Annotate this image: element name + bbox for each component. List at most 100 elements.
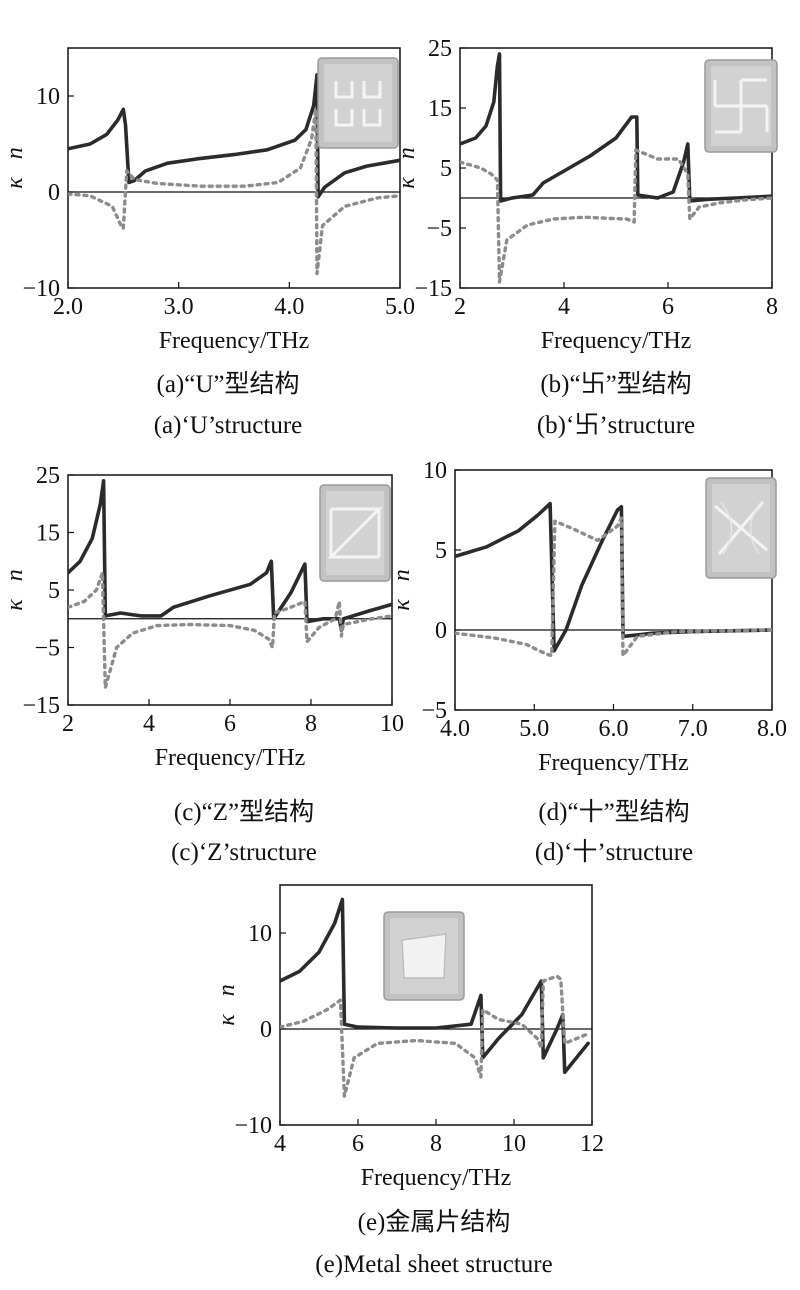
y-axis-label-kappa: κ (2, 599, 28, 611)
x-tick-label: 8 (766, 294, 778, 320)
y-tick-label: −15 (414, 276, 452, 302)
y-axis-label: κn (389, 569, 415, 611)
caption-en: (e)Metal sheet structure (315, 1251, 552, 1278)
y-tick-label: −5 (34, 636, 60, 662)
x-tick-label: 6 (224, 711, 236, 737)
caption-cn: (c)“Z”型结构 (174, 798, 314, 826)
series-kappa-line (455, 516, 772, 658)
y-axis-label-kappa: κ (214, 1014, 240, 1026)
inset-metal-sheet (401, 933, 447, 979)
x-axis-label: Frequency/THz (538, 750, 689, 776)
y-tick-label: −10 (234, 1113, 272, 1139)
y-axis-label-kappa: κ (2, 177, 28, 189)
inset-cross-arc (720, 501, 762, 555)
y-tick-label: 25 (36, 463, 60, 489)
series-n-line (460, 52, 772, 203)
panel-c: 2 4 6 8 10−15−551525κnFrequency/THz(c)“Z”型结构… (2, 463, 404, 866)
x-tick-label: 6.0 (599, 716, 629, 742)
cross-structure-icon (705, 477, 777, 579)
x-tick-label: 2.0 (53, 294, 83, 320)
y-axis-label: κn (394, 147, 420, 189)
caption-cn: (e)金属片结构 (358, 1208, 511, 1236)
caption-en: (b)‘卐’structure (537, 412, 695, 439)
y-tick-label: 5 (48, 578, 60, 604)
y-axis-label-n: n (2, 147, 28, 159)
caption-en: (c)‘Z’structure (171, 839, 317, 866)
y-tick-label: 15 (36, 521, 60, 547)
swastika-structure-icon (704, 59, 778, 153)
y-axis-label-n: n (214, 984, 240, 996)
inset-swastika-pattern (713, 78, 769, 134)
inset-u-pattern (334, 81, 354, 99)
y-axis-label-n: n (389, 569, 415, 581)
y-axis-label-kappa: κ (389, 599, 415, 611)
panel-b: 2 4 6 8−15−551525κnFrequency/THz(b)“卐”型结构(b… (394, 36, 778, 439)
y-axis-label-n: n (2, 569, 28, 581)
series-kappa-line (68, 571, 392, 690)
inset-u-pattern (362, 109, 382, 127)
x-tick-label: 5.0 (519, 716, 549, 742)
x-tick-label: 7.0 (678, 716, 708, 742)
x-tick-label: 4.0 (440, 716, 470, 742)
series-kappa-line (68, 107, 400, 276)
y-axis-label: κn (2, 569, 28, 611)
y-tick-label: 25 (428, 36, 452, 62)
x-tick-label: 4 (274, 1131, 286, 1157)
u-structure-icon (317, 57, 399, 149)
y-axis-label: κn (2, 147, 28, 189)
y-tick-label: 0 (48, 180, 60, 206)
y-tick-label: 15 (428, 96, 452, 122)
x-tick-label: 2 (454, 294, 466, 320)
x-tick-label: 3.0 (164, 294, 194, 320)
x-tick-label: 10 (502, 1131, 526, 1157)
y-axis-label: κn (214, 984, 240, 1026)
x-tick-label: 4.0 (274, 294, 304, 320)
x-axis-label: Frequency/THz (159, 328, 310, 354)
y-tick-label: 10 (248, 921, 272, 947)
x-tick-label: 8 (430, 1131, 442, 1157)
caption-en: (a)‘U’structure (154, 412, 303, 439)
inset-u-pattern (362, 81, 382, 99)
caption-en: (d)‘十’structure (535, 838, 693, 866)
y-tick-label: −5 (426, 216, 452, 242)
x-axis-label: Frequency/THz (361, 1165, 512, 1191)
x-axis-label: Frequency/THz (541, 328, 692, 354)
y-tick-label: 0 (260, 1017, 272, 1043)
y-tick-label: 5 (440, 156, 452, 182)
y-axis-label-n: n (394, 147, 420, 159)
y-tick-label: 5 (435, 538, 447, 564)
y-tick-label: 0 (435, 618, 447, 644)
x-tick-label: 8 (305, 711, 317, 737)
panel-a: 2.0 3.0 4.0 5.0−10010κnFrequency/THz(a)“U”型… (2, 47, 415, 439)
series-n-line (280, 897, 590, 1074)
inset-u-pattern (334, 109, 354, 127)
x-tick-label: 6 (352, 1131, 364, 1157)
x-tick-label: 2 (62, 711, 74, 737)
y-tick-label: −10 (22, 276, 60, 302)
metal-sheet-icon (383, 911, 465, 1001)
x-tick-label: 4 (143, 711, 155, 737)
series-n-line (68, 73, 400, 199)
caption-cn: (b)“卐”型结构 (540, 370, 691, 398)
y-tick-label: 10 (36, 84, 60, 110)
z-structure-icon (319, 484, 391, 582)
caption-cn: (a)“U”型结构 (157, 370, 300, 398)
y-tick-label: 10 (423, 458, 447, 484)
series-kappa-line (460, 148, 772, 284)
caption-cn: (d)“十”型结构 (538, 798, 689, 826)
series-kappa-line (280, 974, 590, 1098)
y-tick-label: −15 (22, 693, 60, 719)
x-tick-label: 10 (380, 711, 404, 737)
panel-e: 4 6 8 10 12−10010κnFrequency/THz(e)金属片结构(e)M… (214, 884, 604, 1278)
y-tick-label: −5 (421, 698, 447, 724)
inset-z-pattern (327, 507, 383, 559)
plot-frame (67, 47, 401, 289)
x-tick-label: 12 (580, 1131, 604, 1157)
x-axis-label: Frequency/THz (155, 745, 306, 771)
x-tick-label: 8.0 (757, 716, 787, 742)
x-tick-label: 4 (558, 294, 570, 320)
x-tick-label: 5.0 (385, 294, 415, 320)
y-axis-label-kappa: κ (394, 177, 420, 189)
x-tick-label: 6 (662, 294, 674, 320)
